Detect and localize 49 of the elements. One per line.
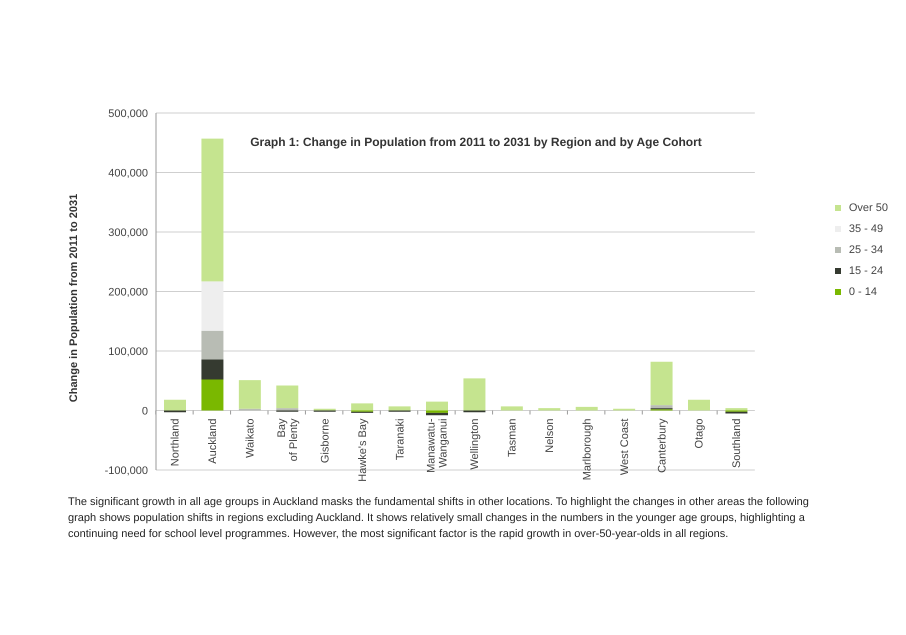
bar [576,406,598,410]
x-tick-label: Nelson [544,418,556,453]
x-tick-label: Hawke's Bay [356,418,369,482]
y-tick-label: 100,000 [108,346,148,358]
x-tick-label: Bay of Plenty [276,418,300,462]
x-tick-label: Canterbury [656,418,668,473]
y-tick-label: 300,000 [108,226,148,239]
x-tick-label: Tasman [506,418,519,458]
x-tick-label: Northland [170,418,182,466]
y-tick-label: 200,000 [108,286,148,298]
y-axis-title: Change in Population from 2011 to 2031 [68,194,80,402]
bar [201,138,224,282]
x-tick-label: Southland [731,418,744,468]
bar [650,405,673,408]
x-tick-label: Manawatu-Wanganui [426,418,450,473]
bar [201,380,224,410]
x-tick-label: Auckland [207,418,220,464]
x-tick-label: Waikato [244,418,257,458]
x-tick-label: Otago [694,418,706,448]
bar [650,362,673,406]
bar [463,378,486,410]
bar [388,406,411,410]
legend-label: 0 - 14 [848,285,878,300]
bar [351,403,374,410]
y-tick-label: -100,000 [104,464,148,477]
legend-label: 15 - 24 [848,264,884,279]
x-tick-label: Taranaki [394,418,406,460]
bar [688,400,710,410]
x-tick-label: Gisborne [319,418,332,464]
y-tick-label: 0 [142,405,148,418]
x-tick-label: Wellington [469,418,482,470]
legend-label: 25 - 34 [848,243,884,258]
bar [426,412,448,416]
bar [238,380,261,409]
y-tick-label: 500,000 [108,108,148,120]
y-tick-label: 400,000 [108,167,148,180]
bar [276,386,298,408]
legend-label: Over 50 [848,201,888,216]
bar [201,281,224,331]
legend-label: 35 - 49 [848,222,884,237]
bar [201,359,224,380]
x-tick-label: West Coast [618,418,631,476]
bar [164,400,186,410]
bar [201,330,224,360]
text: The significant growth in all age groups in Auckland masks the fundamental shifts in other locations. To highlight the changes in other areas the following graph shows population shifts in regions excluding Auckland. It shows relatively small changes in the numbers in the younger age groups, highlighting a continuing need for school level programmes. However, the most significant factor is the rapid growth in over-50-year-olds in all regions. [68,495,810,542]
text: Graph 1: Change in Population from 2011 to 2031 by Region and by Age Cohort [249,135,703,149]
bar [426,402,448,410]
x-tick-label: Marlborough [581,418,594,480]
bar [500,406,523,410]
